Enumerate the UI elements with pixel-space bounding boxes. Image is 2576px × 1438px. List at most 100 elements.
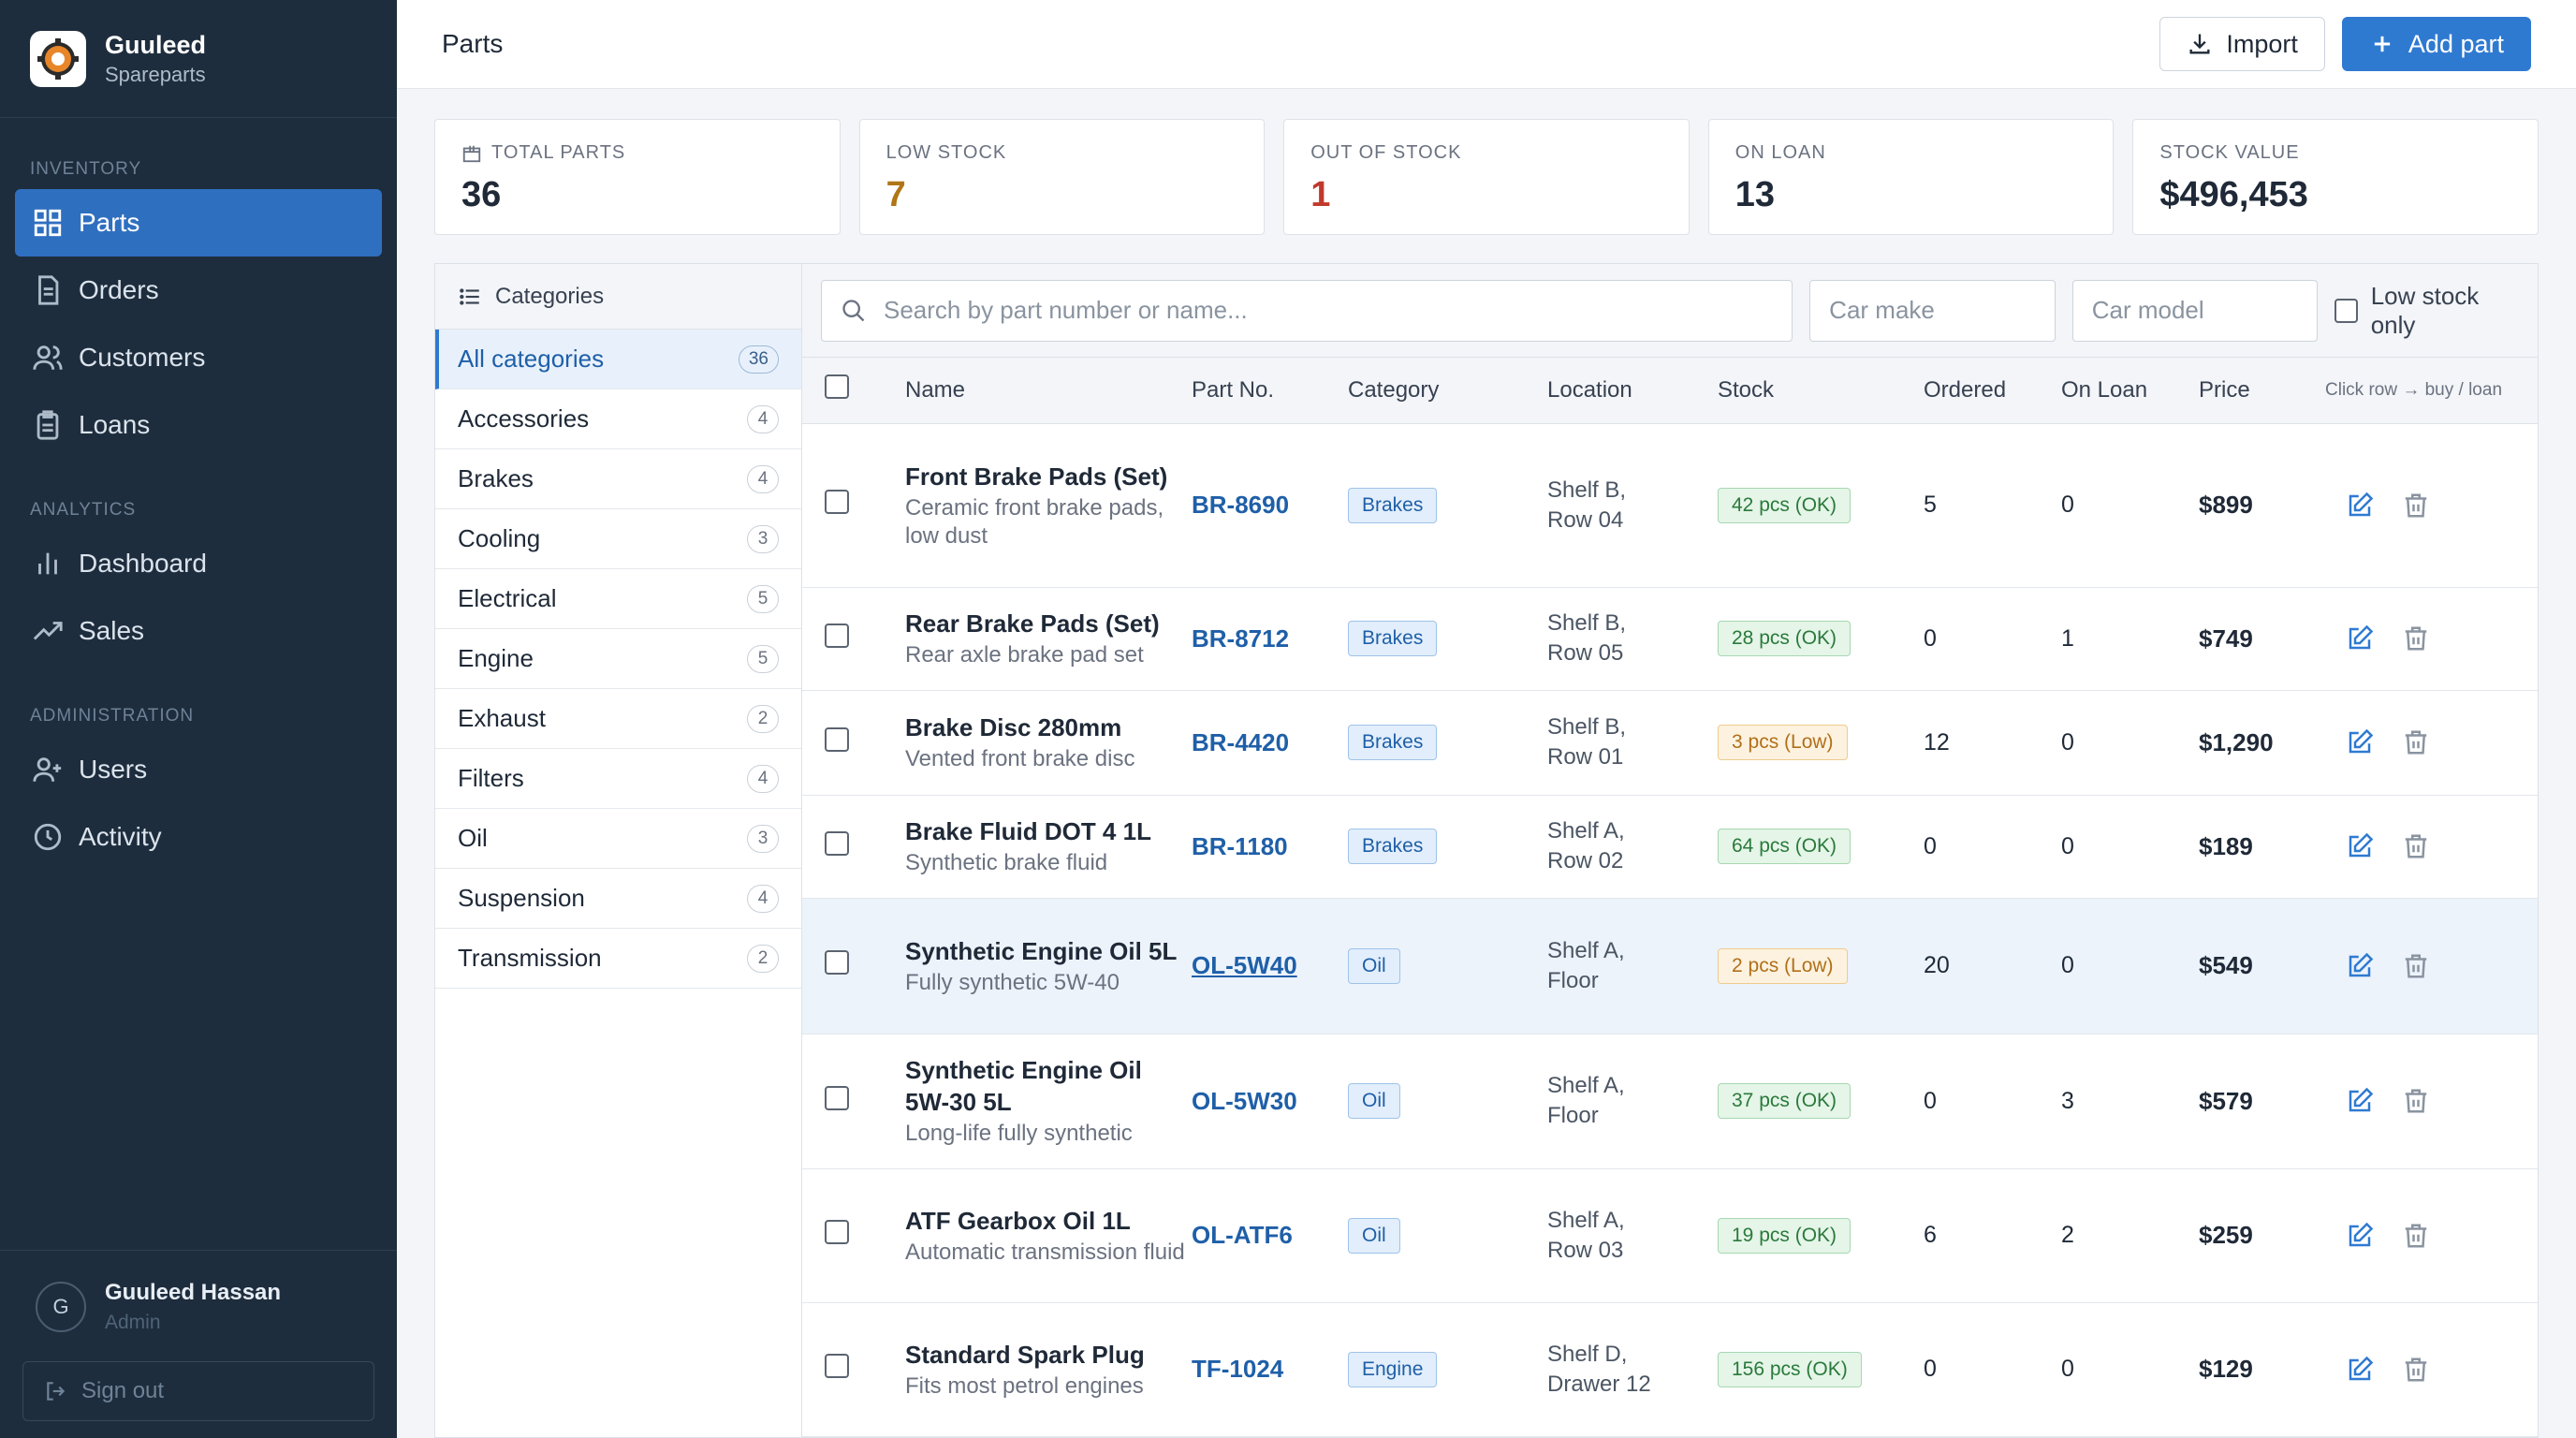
brand-subtitle: Spareparts xyxy=(105,62,206,86)
category-item-suspension[interactable]: Suspension 4 xyxy=(435,869,801,929)
row-checkbox[interactable] xyxy=(825,830,849,856)
edit-icon[interactable] xyxy=(2346,832,2374,860)
download-icon xyxy=(2189,34,2210,54)
table-row[interactable]: Front Brake Pads (Set) Ceramic front brak… xyxy=(802,423,2538,588)
add-part-button[interactable]: Add part xyxy=(2341,17,2531,71)
trash-icon[interactable] xyxy=(2402,952,2430,980)
row-checkbox[interactable] xyxy=(825,490,849,514)
on-loan-value: 0 xyxy=(2061,898,2199,1034)
import-label: Import xyxy=(2226,29,2298,58)
edit-icon[interactable] xyxy=(2346,492,2374,520)
nav-item-parts[interactable]: Parts xyxy=(15,189,382,257)
low-stock-toggle[interactable]: Low stock only xyxy=(2334,282,2519,340)
column-part-no[interactable]: Part No. xyxy=(1192,358,1348,424)
column-ordered[interactable]: Ordered xyxy=(1924,358,2061,424)
column-on-loan[interactable]: On Loan xyxy=(2061,358,2199,424)
table-row[interactable]: Brake Fluid DOT 4 1L Synthetic brake flui… xyxy=(802,795,2538,899)
part-number-link[interactable]: OL-ATF6 xyxy=(1192,1221,1293,1249)
edit-icon[interactable] xyxy=(2346,728,2374,756)
part-number-link[interactable]: BR-1180 xyxy=(1192,831,1288,860)
import-button[interactable]: Import xyxy=(2159,17,2325,71)
search-icon xyxy=(842,299,865,321)
category-item-all[interactable]: All categories 36 xyxy=(435,330,801,389)
part-number-link[interactable]: OL-5W40 xyxy=(1192,951,1297,979)
edit-icon[interactable] xyxy=(2346,1222,2374,1250)
trash-icon[interactable] xyxy=(2402,1222,2430,1250)
trash-icon[interactable] xyxy=(2402,624,2430,653)
row-checkbox[interactable] xyxy=(825,1220,849,1244)
category-item-filters[interactable]: Filters 4 xyxy=(435,749,801,809)
price-value: $579 xyxy=(2199,1034,2325,1169)
edit-icon[interactable] xyxy=(2346,624,2374,653)
trash-icon[interactable] xyxy=(2402,492,2430,520)
table-row[interactable]: Rear Brake Pads (Set) Rear axle brake pad… xyxy=(802,587,2538,691)
table-row[interactable]: Synthetic Engine Oil 5W-30 5L Long-life f… xyxy=(802,1034,2538,1169)
nav-item-orders[interactable]: Orders xyxy=(15,257,382,324)
location-line-2: Floor xyxy=(1547,967,1599,993)
category-item-brakes[interactable]: Brakes 4 xyxy=(435,449,801,509)
category-item-accessories[interactable]: Accessories 4 xyxy=(435,389,801,449)
nav-item-activity[interactable]: Activity xyxy=(15,803,382,871)
row-checkbox[interactable] xyxy=(825,950,849,975)
trash-icon[interactable] xyxy=(2402,1356,2430,1384)
edit-icon[interactable] xyxy=(2346,1087,2374,1115)
car-model-input[interactable] xyxy=(2091,296,2299,325)
car-make-input[interactable] xyxy=(1829,296,2036,325)
row-checkbox[interactable] xyxy=(825,726,849,752)
users-icon xyxy=(33,345,63,370)
location-line-1: Shelf B, xyxy=(1547,477,1627,503)
location-line-1: Shelf A, xyxy=(1547,1207,1625,1233)
category-tag: Brakes xyxy=(1348,725,1438,760)
column-location[interactable]: Location xyxy=(1547,358,1718,424)
part-name: ATF Gearbox Oil 1L xyxy=(905,1206,1131,1235)
nav-item-customers[interactable]: Customers xyxy=(15,324,382,391)
category-tag: Oil xyxy=(1348,1083,1400,1119)
select-all-checkbox[interactable] xyxy=(825,374,849,400)
category-item-engine[interactable]: Engine 5 xyxy=(435,629,801,689)
trash-icon[interactable] xyxy=(2402,832,2430,860)
price-value: $129 xyxy=(2199,1302,2325,1437)
car-make-field[interactable] xyxy=(1809,279,2056,342)
table-row[interactable]: Standard Spark Plug Fits most petrol engi… xyxy=(802,1302,2538,1437)
trash-icon[interactable] xyxy=(2402,728,2430,756)
search-input[interactable] xyxy=(884,296,1774,325)
stat-label: OUT OF STOCK xyxy=(1310,142,1462,163)
low-stock-checkbox[interactable] xyxy=(2334,298,2358,323)
user-profile[interactable]: G Guuleed Hassan Admin xyxy=(22,1269,374,1344)
row-checkbox[interactable] xyxy=(825,623,849,648)
sign-out-button[interactable]: Sign out xyxy=(22,1361,374,1421)
location-line-1: Shelf A, xyxy=(1547,818,1625,844)
category-item-transmission[interactable]: Transmission 2 xyxy=(435,929,801,989)
category-item-exhaust[interactable]: Exhaust 2 xyxy=(435,689,801,749)
column-category[interactable]: Category xyxy=(1348,358,1547,424)
column-name[interactable]: Name xyxy=(905,358,1192,424)
category-label: Accessories xyxy=(458,404,590,433)
edit-icon[interactable] xyxy=(2346,952,2374,980)
part-number-link[interactable]: BR-4420 xyxy=(1192,727,1290,756)
car-model-field[interactable] xyxy=(2071,279,2319,342)
column-price[interactable]: Price xyxy=(2199,358,2325,424)
table-row[interactable]: Brake Disc 280mm Vented front brake disc … xyxy=(802,690,2538,796)
table-row[interactable]: ATF Gearbox Oil 1L Automatic transmission… xyxy=(802,1168,2538,1303)
nav-item-dashboard[interactable]: Dashboard xyxy=(15,530,382,597)
low-stock-label: Low stock only xyxy=(2370,281,2480,339)
trash-icon[interactable] xyxy=(2402,1087,2430,1115)
part-number-link[interactable]: OL-5W30 xyxy=(1192,1086,1297,1115)
part-number-link[interactable]: TF-1024 xyxy=(1192,1355,1284,1383)
category-item-cooling[interactable]: Cooling 3 xyxy=(435,509,801,569)
nav-item-loans[interactable]: Loans xyxy=(15,391,382,459)
table-row[interactable]: Synthetic Engine Oil 5L Fully synthetic 5… xyxy=(802,898,2538,1034)
nav-item-sales[interactable]: Sales xyxy=(15,597,382,665)
category-item-oil[interactable]: Oil 3 xyxy=(435,809,801,869)
part-number-link[interactable]: BR-8690 xyxy=(1192,491,1290,519)
category-tag: Oil xyxy=(1348,1217,1400,1254)
category-item-electrical[interactable]: Electrical 5 xyxy=(435,569,801,629)
edit-icon[interactable] xyxy=(2346,1356,2374,1384)
column-stock[interactable]: Stock xyxy=(1718,358,1924,424)
search-box[interactable] xyxy=(821,279,1793,342)
part-number-link[interactable]: BR-8712 xyxy=(1192,624,1290,653)
row-checkbox[interactable] xyxy=(825,1354,849,1378)
category-count: 3 xyxy=(747,524,779,553)
nav-item-users[interactable]: Users xyxy=(15,736,382,803)
row-checkbox[interactable] xyxy=(825,1085,849,1110)
